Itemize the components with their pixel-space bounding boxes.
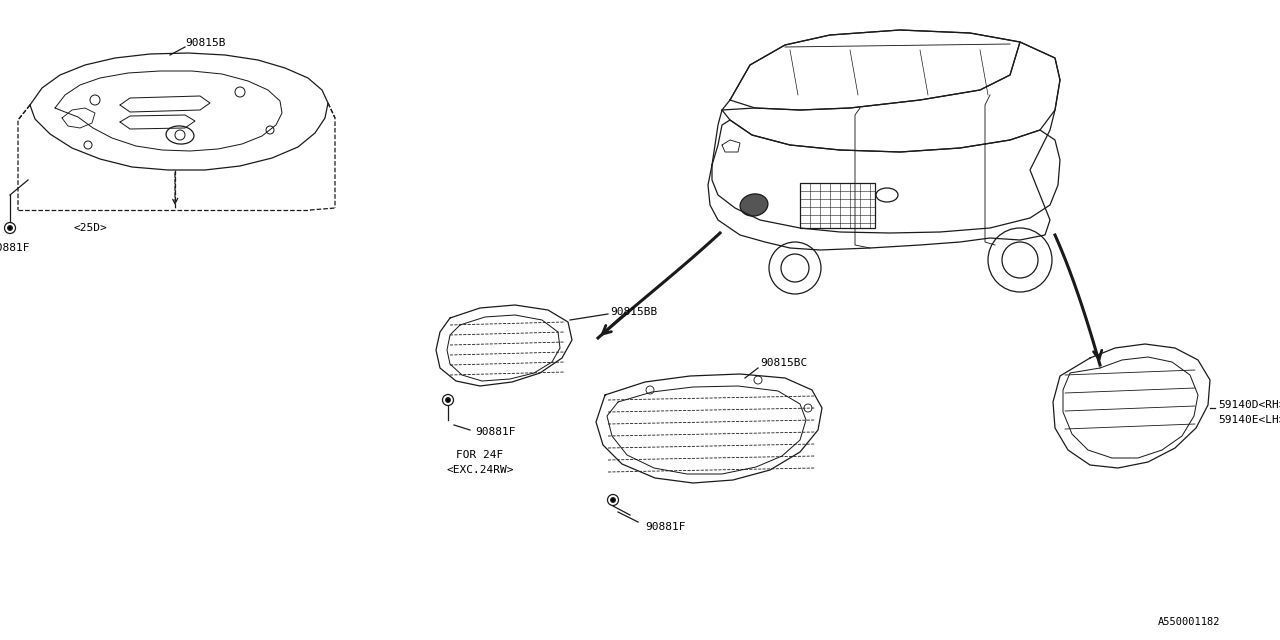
Text: 90815BB: 90815BB [611,307,657,317]
Ellipse shape [740,194,768,216]
Text: 90815BC: 90815BC [760,358,808,368]
Text: 90881F: 90881F [0,243,31,253]
Circle shape [445,397,451,403]
Text: 90815B: 90815B [184,38,225,48]
Circle shape [611,498,616,502]
Text: <25D>: <25D> [73,223,106,233]
Text: 90881F: 90881F [475,427,516,437]
Text: FOR 24F: FOR 24F [457,450,503,460]
Text: <EXC.24RW>: <EXC.24RW> [447,465,513,475]
Text: A550001182: A550001182 [1157,617,1220,627]
Circle shape [8,226,13,230]
Text: 90881F: 90881F [645,522,686,532]
Text: 59140D<RH>: 59140D<RH> [1219,400,1280,410]
Text: 59140E<LH>: 59140E<LH> [1219,415,1280,425]
Bar [800,183,876,228]
